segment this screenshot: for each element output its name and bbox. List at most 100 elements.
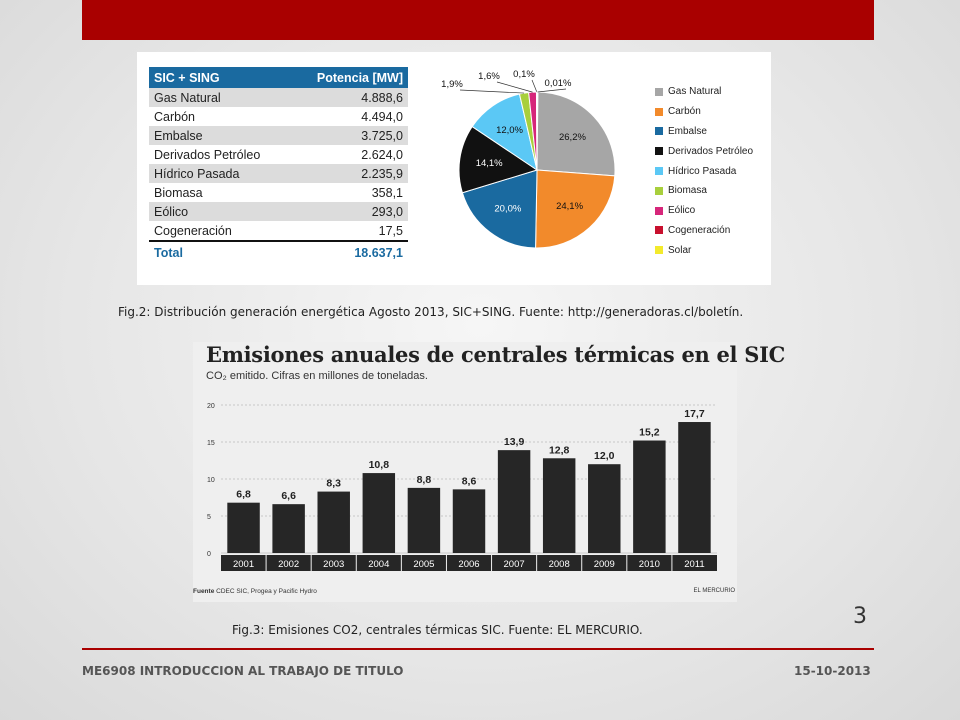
- legend-label: Biomasa: [668, 185, 707, 197]
- table-row: Hídrico Pasada 2.235,9: [149, 164, 408, 183]
- x-tick-label: 2007: [504, 559, 525, 570]
- bar-value-label: 10,8: [369, 459, 390, 471]
- x-tick-label: 2006: [458, 559, 479, 570]
- bar: [497, 450, 531, 553]
- y-tick-label: 5: [207, 514, 211, 521]
- bar: [272, 504, 305, 553]
- x-tick-label: 2004: [368, 559, 389, 570]
- pie-label-leader: [496, 81, 533, 93]
- bar: [542, 458, 576, 553]
- x-tick-label: 2003: [323, 559, 344, 570]
- pie-slice: [536, 91, 616, 177]
- legend-item: Derivados Petróleo: [655, 141, 753, 161]
- bar-chart-title: Emisiones anuales de centrales térmicas …: [206, 342, 786, 367]
- legend-swatch: [655, 127, 663, 136]
- table-row: Gas Natural 4.888,6: [149, 88, 408, 107]
- legend-swatch: [655, 167, 663, 176]
- source-label: Fuente: [193, 588, 215, 595]
- y-tick-label: 0: [207, 551, 211, 558]
- legend-label: Gas Natural: [668, 86, 722, 98]
- pie-slice: [535, 169, 616, 249]
- header-band: [82, 0, 874, 40]
- legend-label: Cogeneración: [668, 224, 731, 236]
- pie-legend: Gas Natural Carbón Embalse Derivados Petról…: [655, 82, 753, 260]
- bar-value-label: 12,8: [549, 444, 570, 456]
- legend-swatch: [655, 226, 663, 235]
- table-row: Cogeneración 17,5: [149, 221, 408, 241]
- legend-item: Eólico: [655, 201, 753, 221]
- x-tick-label: 2011: [684, 559, 704, 570]
- bar: [227, 502, 260, 553]
- bar: [633, 440, 666, 553]
- y-tick-label: 20: [207, 403, 215, 410]
- bar: [588, 464, 621, 553]
- pie-label-leader: [531, 79, 538, 93]
- bar-chart-publisher: EL MERCURIO: [693, 588, 735, 594]
- legend-label: Eólico: [668, 205, 696, 217]
- bar: [407, 487, 441, 553]
- pie-label-leader: [537, 88, 567, 93]
- bar: [362, 473, 396, 553]
- legend-swatch: [655, 186, 663, 195]
- legend-item: Gas Natural: [655, 82, 753, 102]
- bar-chart-subtitle: CO₂ emitido. Cifras en millones de tonel…: [206, 370, 428, 382]
- x-axis-band: [221, 555, 717, 571]
- pie-slice: [458, 125, 539, 194]
- x-tick-label: 2005: [413, 559, 434, 570]
- legend-label: Embalse: [668, 125, 707, 137]
- y-tick-label: 10: [207, 477, 215, 484]
- table-row: Eólico 293,0: [149, 202, 408, 221]
- bar-chart: 0 5 10 15 20 6,8 6,6 8,3 10,8 8,8 8,6 13,9 12,8 12,0 1…: [207, 403, 717, 571]
- table-header-system: SIC + SING: [149, 67, 291, 88]
- table-row: Carbón 4.494,0: [149, 107, 408, 126]
- bar-chart-source: Fuente CDEC SIC, Progea y Pacific Hydro: [193, 588, 317, 595]
- legend-label: Derivados Petróleo: [668, 145, 754, 157]
- figure-2-panel: SIC + SING Potencia [MW] Gas Natural 4.88…: [137, 52, 771, 285]
- pie-slice-label: 20,0%: [494, 204, 521, 215]
- bar: [317, 491, 350, 553]
- pie-slice-label: 0,1%: [513, 69, 535, 80]
- source-text: CDEC SIC, Progea y Pacific Hydro: [216, 588, 317, 595]
- pie-chart: 26,2% 24,1% 20,0% 14,1% 12,0% 1,9% 1,6% 0,1% 0,0…: [441, 69, 616, 249]
- legend-item: Carbón: [655, 102, 753, 122]
- pie-slice-label: 24,1%: [556, 201, 583, 212]
- pie-label-leader: [459, 89, 525, 94]
- bar: [452, 489, 486, 553]
- x-tick-label: 2010: [639, 559, 660, 570]
- legend-swatch: [655, 206, 663, 215]
- bar-value-label: 17,7: [684, 408, 705, 420]
- figure-2-caption: Fig.2: Distribución generación energétic…: [118, 305, 744, 319]
- table-row: Biomasa 358,1: [149, 183, 408, 202]
- legend-swatch: [655, 147, 663, 156]
- figure-3-panel: Emisiones anuales de centrales térmicas …: [193, 342, 785, 602]
- pie-slice-label: 26,2%: [559, 132, 586, 143]
- bar-value-label: 6,6: [281, 490, 296, 502]
- table-row: Embalse 3.725,0: [149, 126, 408, 145]
- page-number: 3: [853, 604, 867, 629]
- bar-value-label: 8,6: [462, 475, 477, 487]
- legend-item: Solar: [655, 240, 753, 260]
- bar-value-label: 6,8: [236, 489, 251, 501]
- legend-label: Hídrico Pasada: [668, 165, 737, 177]
- legend-item: Embalse: [655, 122, 753, 142]
- y-tick-label: 15: [207, 440, 215, 447]
- table-header-power: Potencia [MW]: [290, 67, 408, 88]
- x-tick-label: 2008: [549, 559, 570, 570]
- footer-course: ME6908 INTRODUCCION AL TRABAJO DE TITULO: [82, 664, 404, 678]
- legend-item: Hídrico Pasada: [655, 161, 753, 181]
- footer-date: 15-10-2013: [794, 664, 871, 678]
- pie-slice-label: 0,01%: [545, 78, 572, 89]
- legend-swatch: [655, 246, 663, 255]
- figure-3-caption: Fig.3: Emisiones CO2, centrales térmicas…: [232, 623, 643, 637]
- legend-label: Carbón: [668, 106, 701, 118]
- table-row: Derivados Petróleo 2.624,0: [149, 145, 408, 164]
- legend-swatch: [655, 107, 663, 116]
- x-tick-label: 2001: [233, 559, 254, 570]
- pie-slice-label: 1,9%: [441, 79, 463, 90]
- footer-divider: [82, 648, 874, 650]
- legend-item: Cogeneración: [655, 221, 753, 241]
- pie-slice-label: 12,0%: [496, 125, 523, 136]
- legend-swatch: [655, 87, 663, 96]
- bar-value-label: 13,9: [504, 436, 525, 448]
- generation-table: SIC + SING Potencia [MW] Gas Natural 4.88…: [149, 67, 408, 264]
